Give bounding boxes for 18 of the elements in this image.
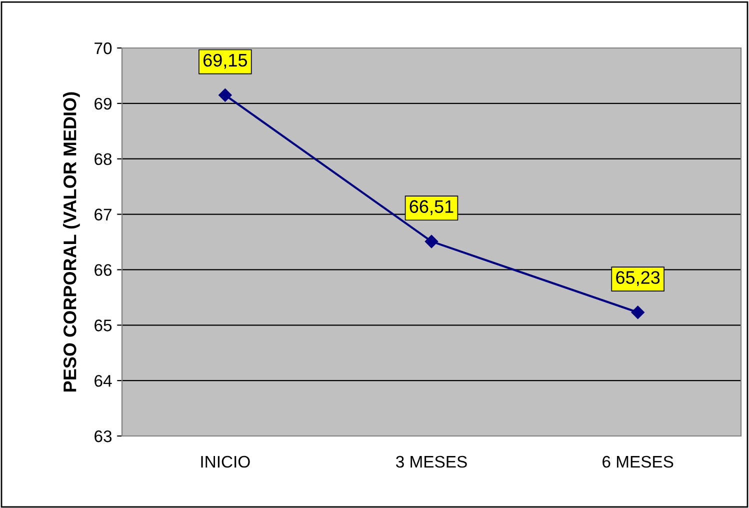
y-tick-label: 65 xyxy=(94,320,112,332)
y-tick-label: 67 xyxy=(94,208,112,220)
x-tick-label: INICIO xyxy=(201,456,250,468)
y-tick-label: 63 xyxy=(94,430,112,442)
x-tick-label: 3 MESES xyxy=(396,456,467,468)
x-tick-label: 6 MESES xyxy=(602,456,674,468)
y-tick-label: 68 xyxy=(94,153,112,166)
y-tick-label: 70 xyxy=(94,42,112,54)
y-tick-label: 69 xyxy=(94,98,112,110)
point xyxy=(424,234,438,248)
y-tick-label: 66 xyxy=(94,264,112,276)
data-label: 69,15 xyxy=(203,54,248,69)
point xyxy=(218,88,232,102)
data-label: 66,51 xyxy=(410,200,454,216)
y-tick-label: 64 xyxy=(94,374,112,387)
y-axis-title: PESO CORPORAL (VALOR MEDIO) xyxy=(63,92,80,392)
data-label: 65,23 xyxy=(616,271,660,286)
point xyxy=(631,306,644,319)
